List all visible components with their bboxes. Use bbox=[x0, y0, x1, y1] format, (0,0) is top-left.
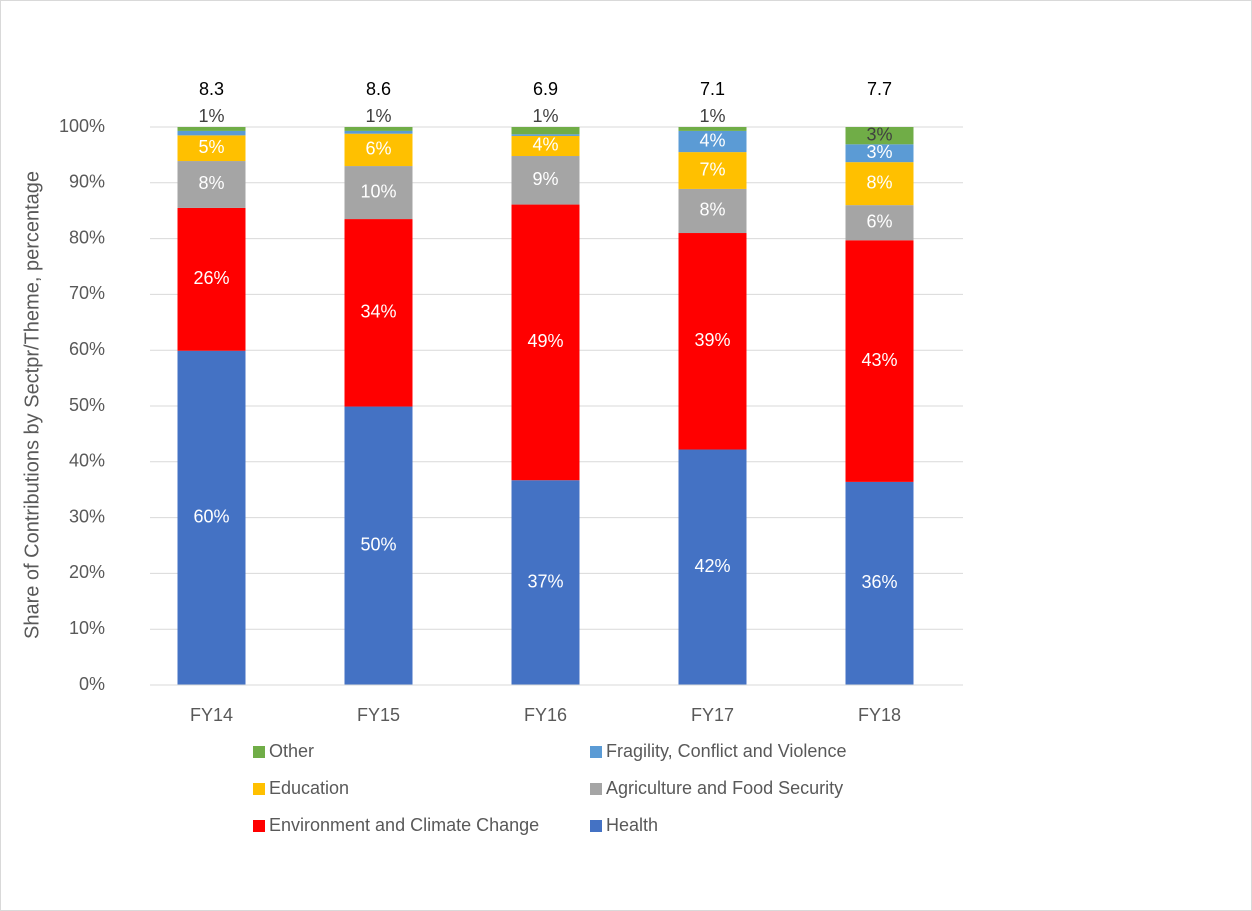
bar-segment bbox=[511, 156, 580, 205]
data-label: 39% bbox=[694, 330, 730, 350]
bar-segment bbox=[177, 127, 246, 131]
total-label: 7.7 bbox=[867, 79, 892, 99]
legend-label: Health bbox=[606, 815, 658, 835]
data-label: 42% bbox=[694, 556, 730, 576]
legend-swatch bbox=[253, 783, 265, 795]
y-tick-label: 20% bbox=[69, 562, 105, 582]
data-label: 4% bbox=[699, 130, 725, 150]
bar-segment bbox=[678, 152, 747, 189]
bar-segment bbox=[177, 350, 246, 685]
data-label: 3% bbox=[866, 124, 892, 144]
y-tick-label: 70% bbox=[69, 283, 105, 303]
x-tick-label: FY17 bbox=[691, 705, 734, 725]
bar-segment bbox=[845, 240, 914, 482]
data-label: 8% bbox=[699, 200, 725, 220]
y-tick-label: 100% bbox=[59, 116, 105, 136]
bar-segment bbox=[678, 233, 747, 450]
y-tick-label: 50% bbox=[69, 395, 105, 415]
legend-swatch bbox=[253, 820, 265, 832]
data-label: 3% bbox=[866, 142, 892, 162]
total-label: 8.3 bbox=[199, 79, 224, 99]
bar-segment bbox=[177, 135, 246, 162]
data-label: 50% bbox=[360, 535, 396, 555]
legend-label: Environment and Climate Change bbox=[269, 815, 539, 835]
data-label: 34% bbox=[360, 302, 396, 322]
legend-label: Other bbox=[269, 741, 314, 761]
legend-swatch bbox=[590, 820, 602, 832]
data-label: 43% bbox=[861, 350, 897, 370]
x-tick-label: FY18 bbox=[858, 705, 901, 725]
bar-segment bbox=[511, 127, 580, 135]
legend-label: Agriculture and Food Security bbox=[606, 778, 843, 798]
data-label: 10% bbox=[360, 181, 396, 201]
x-tick-label: FY14 bbox=[190, 705, 233, 725]
data-label: 37% bbox=[527, 571, 563, 591]
data-label: 7% bbox=[699, 159, 725, 179]
bar-segment bbox=[845, 144, 914, 163]
bar-segment bbox=[177, 161, 246, 208]
y-tick-label: 0% bbox=[79, 674, 105, 694]
y-tick-label: 40% bbox=[69, 451, 105, 471]
data-label: 36% bbox=[861, 572, 897, 592]
bar-segment bbox=[344, 130, 413, 134]
legend-swatch bbox=[590, 783, 602, 795]
y-tick-label: 10% bbox=[69, 618, 105, 638]
data-label: 60% bbox=[193, 507, 229, 527]
data-label: 1% bbox=[532, 106, 558, 126]
x-tick-label: FY15 bbox=[357, 705, 400, 725]
bar-segment bbox=[845, 127, 914, 145]
bar-segment bbox=[344, 127, 413, 131]
data-label: 49% bbox=[527, 331, 563, 351]
legend-swatch bbox=[253, 746, 265, 758]
bar-segment bbox=[845, 162, 914, 206]
bar-segment bbox=[177, 130, 246, 136]
y-tick-label: 80% bbox=[69, 227, 105, 247]
data-label: 1% bbox=[699, 106, 725, 126]
y-axis-title: Share of Contributions by Sectpr/Theme, … bbox=[21, 171, 43, 639]
y-tick-label: 30% bbox=[69, 506, 105, 526]
total-label: 6.9 bbox=[533, 79, 558, 99]
bar-segment bbox=[678, 127, 747, 131]
bar-segment bbox=[678, 188, 747, 234]
bar-segment bbox=[678, 449, 747, 685]
bar-segment bbox=[344, 406, 413, 685]
total-label: 7.1 bbox=[700, 79, 725, 99]
bar-segment bbox=[845, 481, 914, 685]
bar-segment bbox=[511, 204, 580, 481]
data-label: 8% bbox=[198, 173, 224, 193]
data-label: 9% bbox=[532, 169, 558, 189]
data-label: 6% bbox=[365, 139, 391, 159]
bar-segment bbox=[845, 205, 914, 241]
bar-segment bbox=[511, 480, 580, 685]
data-label: 6% bbox=[866, 211, 892, 231]
y-tick-label: 90% bbox=[69, 172, 105, 192]
data-label: 4% bbox=[532, 135, 558, 155]
x-tick-label: FY16 bbox=[524, 705, 567, 725]
bar-segment bbox=[344, 166, 413, 220]
data-label: 5% bbox=[198, 137, 224, 157]
total-label: 8.6 bbox=[366, 79, 391, 99]
bar-segment bbox=[177, 207, 246, 351]
bar-segment bbox=[344, 133, 413, 167]
legend-label: Fragility, Conflict and Violence bbox=[606, 741, 846, 761]
bar-segment bbox=[511, 135, 580, 157]
legend-label: Education bbox=[269, 778, 349, 798]
bar-segment bbox=[511, 134, 580, 136]
y-tick-label: 60% bbox=[69, 339, 105, 359]
data-label: 1% bbox=[365, 106, 391, 126]
legend-swatch bbox=[590, 746, 602, 758]
data-label: 26% bbox=[193, 268, 229, 288]
bar-segment bbox=[344, 219, 413, 407]
bar-segment bbox=[678, 130, 747, 153]
data-label: 1% bbox=[198, 106, 224, 126]
data-label: 8% bbox=[866, 172, 892, 192]
